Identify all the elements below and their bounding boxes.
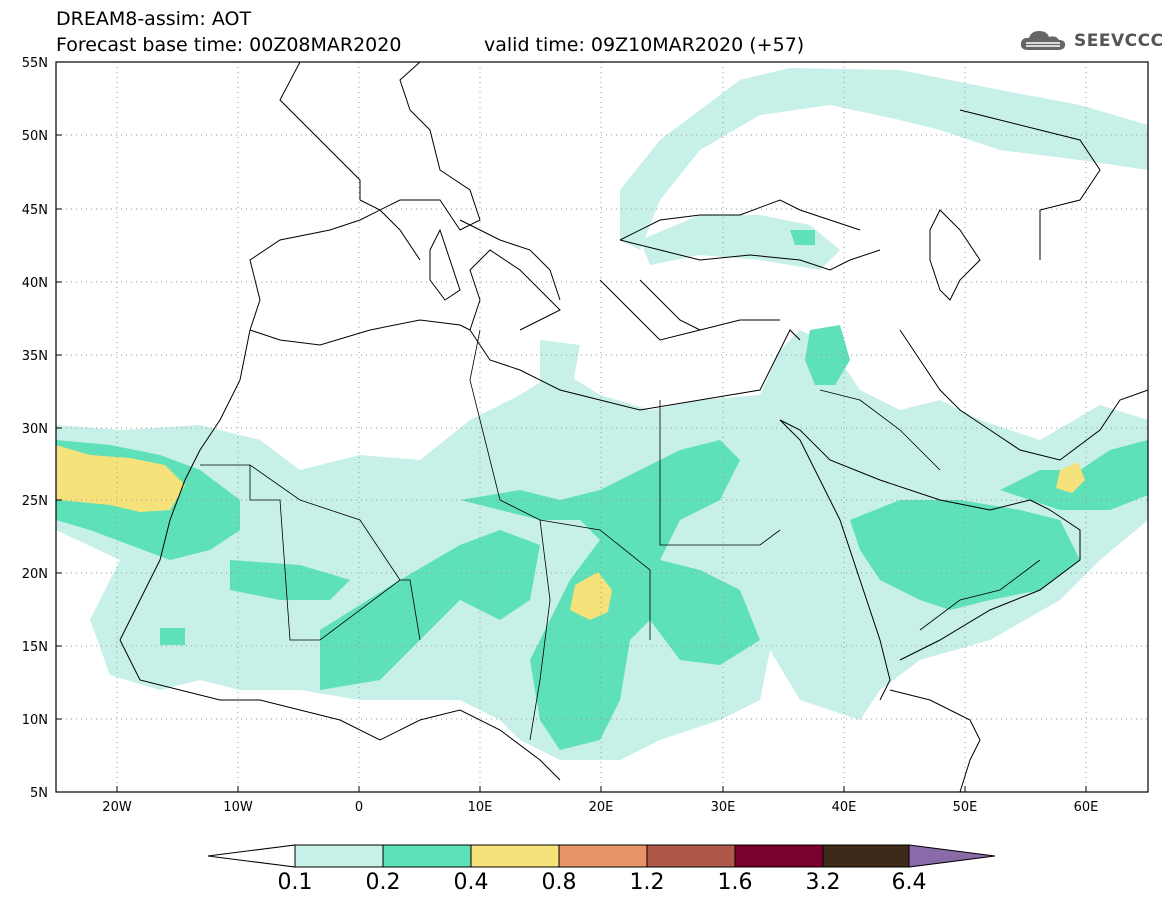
forecast-base-time: Forecast base time: 00Z08MAR2020 xyxy=(56,34,402,56)
lon-label: 20W xyxy=(102,800,132,815)
latitude-labels: 55N 50N 45N 40N 35N 30N 25N 20N 15N 10N … xyxy=(22,56,48,801)
colorbar-segment xyxy=(558,844,648,868)
map-frame xyxy=(55,61,1149,793)
logo-text: SEEVCCC xyxy=(1074,31,1164,51)
lat-label: 20N xyxy=(22,567,48,582)
lon-label: 10E xyxy=(468,800,493,815)
colorbar xyxy=(207,844,996,868)
lon-label: 60E xyxy=(1074,800,1099,815)
lat-label: 55N xyxy=(22,56,48,71)
colorbar-segment-upper xyxy=(908,844,996,868)
lon-label: 50E xyxy=(953,800,978,815)
colorbar-label: 6.4 xyxy=(891,870,927,895)
lat-label: 50N xyxy=(22,129,48,144)
lat-label: 15N xyxy=(22,640,48,655)
map-title: DREAM8-assim: AOT xyxy=(56,8,252,30)
cloud-icon xyxy=(1020,31,1066,50)
longitude-labels: 20W 10W 0 10E 20E 30E 40E 50E 60E xyxy=(102,800,1098,815)
logo: SEEVCCC xyxy=(1018,28,1164,54)
colorbar-segment-lower xyxy=(207,844,296,868)
lat-label: 45N xyxy=(22,203,48,218)
lat-label: 5N xyxy=(30,786,48,801)
graticule xyxy=(56,62,1148,792)
colorbar-label: 0.1 xyxy=(277,870,313,895)
colorbar-segment xyxy=(646,844,736,868)
coastlines xyxy=(119,62,1148,792)
colorbar-label: 1.2 xyxy=(629,870,665,895)
colorbar-segment xyxy=(734,844,824,868)
lon-label: 0 xyxy=(355,800,363,815)
lon-label: 20E xyxy=(589,800,614,815)
colorbar-label: 0.2 xyxy=(365,870,401,895)
lat-label: 10N xyxy=(22,713,48,728)
colorbar-segment xyxy=(470,844,560,868)
lon-label: 30E xyxy=(711,800,736,815)
colorbar-segment xyxy=(822,844,910,868)
valid-time: valid time: 09Z10MAR2020 (+57) xyxy=(484,34,805,56)
lon-label: 40E xyxy=(832,800,857,815)
borders xyxy=(200,329,1041,741)
aot-field xyxy=(56,68,1148,760)
colorbar-label: 0.8 xyxy=(541,870,577,895)
colorbar-label: 1.6 xyxy=(717,870,753,895)
colorbar-segment xyxy=(382,844,472,868)
colorbar-segment xyxy=(294,844,384,868)
lat-label: 30N xyxy=(22,422,48,437)
colorbar-label: 0.4 xyxy=(453,870,489,895)
lat-label: 40N xyxy=(22,276,48,291)
lat-label: 25N xyxy=(22,494,48,509)
colorbar-label: 3.2 xyxy=(805,870,841,895)
lon-label: 10W xyxy=(223,800,253,815)
ticks xyxy=(56,61,1087,792)
lat-label: 35N xyxy=(22,349,48,364)
